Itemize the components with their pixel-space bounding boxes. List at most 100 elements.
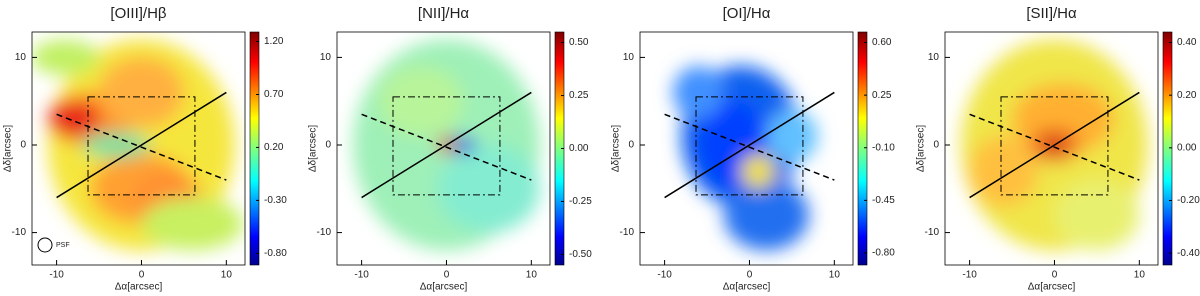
map-blobs bbox=[673, 65, 818, 251]
y-axis-label: Δδ[arcsec] bbox=[611, 125, 622, 172]
colorbar bbox=[249, 31, 260, 266]
colorbar-tick-label: 0.50 bbox=[569, 37, 589, 48]
panel-title: [OI]/Hα bbox=[723, 5, 771, 22]
colorbar-tick-label: 0.70 bbox=[264, 89, 284, 100]
colorbar-tick-label: 0.00 bbox=[569, 143, 589, 154]
major-axis bbox=[664, 91, 835, 199]
panel: [OIII]/Hβ PSF -10 0 10 -10 0 10 Δα[arcsec] Δδ[arc… bbox=[3, 5, 288, 293]
map bbox=[32, 39, 244, 251]
map-region bbox=[450, 136, 477, 154]
x-tick-label: 0 bbox=[139, 270, 145, 281]
plot-frame bbox=[944, 31, 1159, 266]
map bbox=[352, 39, 540, 251]
fov-box bbox=[1000, 96, 1109, 196]
panel: [NII]/Hα -10 0 10 -10 0 10 Δα[arcsec] Δδ[arcsec]… bbox=[308, 5, 593, 293]
x-tick-label: 10 bbox=[221, 270, 233, 281]
map-region bbox=[32, 39, 100, 75]
panel-title: [SII]/Hα bbox=[1026, 5, 1077, 22]
x-tick-label: 0 bbox=[1052, 270, 1058, 281]
y-tick-label: 10 bbox=[623, 52, 635, 63]
x-axis-label: Δα[arcsec] bbox=[420, 282, 468, 293]
fov-box bbox=[87, 96, 196, 196]
y-tick-label: 10 bbox=[928, 52, 940, 63]
x-tick-label: 10 bbox=[1134, 270, 1146, 281]
map-region bbox=[723, 179, 809, 251]
y-tick-label: 10 bbox=[15, 52, 27, 63]
colorbar-tick-label: 0.20 bbox=[1177, 90, 1197, 101]
panel: [SII]/Hα -10 0 10 -10 0 10 Δα[arcsec] Δδ[arcsec]… bbox=[916, 5, 1200, 293]
y-axis-label: Δδ[arcsec] bbox=[3, 125, 14, 172]
map-region bbox=[673, 66, 725, 119]
map bbox=[960, 39, 1148, 251]
map-region bbox=[98, 57, 184, 128]
y-tick-label: 10 bbox=[320, 52, 332, 63]
minor-axis bbox=[664, 113, 835, 181]
map-region bbox=[378, 65, 464, 137]
psf-label: PSF bbox=[56, 242, 70, 249]
colorbar bbox=[857, 31, 868, 266]
colorbar-tick-label: 0.00 bbox=[1177, 142, 1197, 153]
minor-axis bbox=[361, 113, 532, 181]
x-tick-label: 0 bbox=[444, 270, 450, 281]
map-region bbox=[969, 136, 1038, 207]
plot-frame bbox=[31, 31, 246, 266]
major-axis bbox=[361, 91, 532, 199]
colorbar-tick-label: -0.45 bbox=[872, 195, 895, 206]
colorbar-tick-label: -0.40 bbox=[1177, 248, 1200, 259]
colorbar-tick-label: -0.25 bbox=[569, 196, 592, 207]
map-region bbox=[437, 144, 540, 233]
major-axis bbox=[56, 91, 227, 199]
fov-box bbox=[695, 96, 804, 196]
plot-frame bbox=[639, 31, 854, 266]
colorbar-tick-label: -0.30 bbox=[264, 195, 287, 206]
colorbar-tick-label: 0.40 bbox=[1177, 37, 1197, 48]
colorbar-tick-label: 0.25 bbox=[569, 90, 589, 101]
x-tick-label: -10 bbox=[657, 270, 672, 281]
major-axis bbox=[969, 91, 1140, 199]
colorbar bbox=[1162, 31, 1173, 266]
minor-axis bbox=[969, 113, 1140, 181]
map-blobs bbox=[352, 39, 540, 251]
y-axis-label: Δδ[arcsec] bbox=[916, 125, 927, 172]
plot-frame bbox=[336, 31, 551, 266]
map-blobs bbox=[32, 39, 244, 251]
colorbar-tick-label: -0.10 bbox=[872, 142, 895, 153]
colorbar-tick-label: -0.80 bbox=[264, 248, 287, 259]
y-tick-label: 0 bbox=[933, 140, 939, 151]
x-tick-label: 10 bbox=[526, 270, 538, 281]
minor-axis bbox=[56, 113, 227, 181]
psf-circle bbox=[37, 237, 53, 253]
x-axis-label: Δα[arcsec] bbox=[723, 282, 771, 293]
map bbox=[664, 65, 835, 251]
y-tick-label: -10 bbox=[620, 227, 635, 238]
colorbar-tick-label: 0.60 bbox=[872, 37, 892, 48]
y-tick-label: 0 bbox=[20, 140, 26, 151]
x-tick-label: -10 bbox=[354, 270, 369, 281]
x-tick-label: -10 bbox=[49, 270, 64, 281]
colorbar-tick-label: -0.20 bbox=[1177, 195, 1200, 206]
colorbar-tick-label: 1.20 bbox=[264, 36, 284, 47]
map-region bbox=[740, 153, 775, 189]
y-tick-label: -10 bbox=[925, 227, 940, 238]
y-tick-label: 0 bbox=[325, 140, 331, 151]
x-tick-label: 10 bbox=[829, 270, 841, 281]
colorbar-tick-label: 0.25 bbox=[872, 90, 892, 101]
map-region bbox=[141, 197, 244, 251]
y-axis-label: Δδ[arcsec] bbox=[308, 125, 319, 172]
x-tick-label: 0 bbox=[747, 270, 753, 281]
y-tick-label: -10 bbox=[317, 227, 332, 238]
colorbar-tick-label: 0.20 bbox=[264, 142, 284, 153]
map-region bbox=[48, 101, 100, 137]
map-region bbox=[766, 109, 818, 163]
map-region bbox=[1054, 179, 1140, 251]
x-axis-label: Δα[arcsec] bbox=[115, 282, 163, 293]
x-axis-label: Δα[arcsec] bbox=[1028, 282, 1076, 293]
colorbar-tick-label: -0.50 bbox=[569, 249, 592, 260]
panel-title: [OIII]/Hβ bbox=[110, 5, 167, 22]
y-tick-label: -10 bbox=[12, 227, 27, 238]
x-tick-label: -10 bbox=[962, 270, 977, 281]
fov-box bbox=[392, 96, 501, 196]
colorbar-tick-label: -0.80 bbox=[872, 248, 895, 259]
map-region bbox=[82, 131, 151, 159]
